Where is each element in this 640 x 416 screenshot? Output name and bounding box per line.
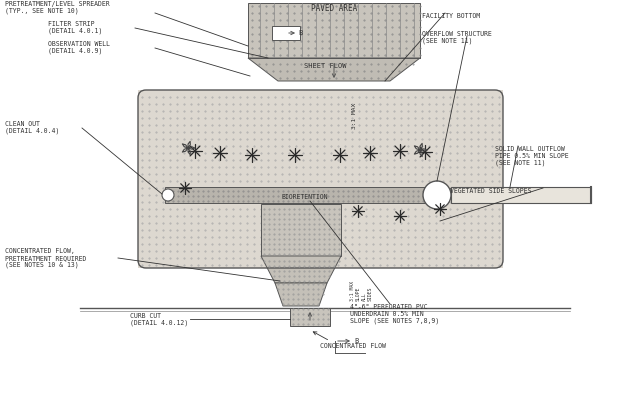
- Text: FILTER STRIP
(DETAIL 4.0.1): FILTER STRIP (DETAIL 4.0.1): [48, 21, 102, 35]
- Text: CLEAN OUT
(DETAIL 4.0.4): CLEAN OUT (DETAIL 4.0.4): [5, 121, 60, 134]
- Text: B: B: [298, 30, 302, 36]
- Bar: [290, 308, 330, 326]
- Text: 3:1 MAX
SLOPE
ALL
SIDES: 3:1 MAX SLOPE ALL SIDES: [350, 281, 372, 301]
- Bar: [138, 90, 503, 268]
- Text: CURB CUT
(DETAIL 4.0.12): CURB CUT (DETAIL 4.0.12): [130, 313, 188, 327]
- Bar: [165, 187, 440, 203]
- Text: PRETREATMENT/LEVEL SPREADER
(TYP., SEE NOTE 10): PRETREATMENT/LEVEL SPREADER (TYP., SEE N…: [5, 1, 109, 15]
- Polygon shape: [275, 283, 327, 306]
- Bar: [272, 26, 300, 40]
- Text: OVERFLOW STRUCTURE
(SEE NOTE 11): OVERFLOW STRUCTURE (SEE NOTE 11): [422, 31, 492, 45]
- Text: SOLID WALL OUTFLOW
PIPE 0.5% MIN SLOPE
(SEE NOTE 11): SOLID WALL OUTFLOW PIPE 0.5% MIN SLOPE (…: [495, 146, 568, 166]
- Text: B: B: [354, 338, 358, 344]
- Text: BIORETENTION: BIORETENTION: [282, 194, 328, 200]
- Text: VEGETATED SIDE SLOPES: VEGETATED SIDE SLOPES: [450, 188, 531, 194]
- Text: PAVED AREA: PAVED AREA: [311, 4, 357, 13]
- Bar: [451, 187, 591, 203]
- Bar: [248, 3, 420, 58]
- Text: CONCENTRATED FLOW,
PRETREATMENT REQUIRED
(SEE NOTES 10 & 13): CONCENTRATED FLOW, PRETREATMENT REQUIRED…: [5, 248, 86, 268]
- Text: SHEET FLOW: SHEET FLOW: [304, 63, 346, 69]
- Circle shape: [423, 181, 451, 209]
- Circle shape: [162, 189, 174, 201]
- Text: 3:1 MAX: 3:1 MAX: [353, 103, 358, 129]
- Text: FACILITY BOTTOM: FACILITY BOTTOM: [422, 13, 480, 19]
- Text: OBSERVATION WELL
(DETAIL 4.0.9): OBSERVATION WELL (DETAIL 4.0.9): [48, 41, 110, 54]
- Text: 4"-6" PERFORATED PVC
UNDERDRAIN 0.5% MIN
SLOPE (SEE NOTES 7,8,9): 4"-6" PERFORATED PVC UNDERDRAIN 0.5% MIN…: [350, 304, 439, 324]
- Polygon shape: [261, 256, 341, 283]
- Bar: [261, 204, 341, 256]
- Text: CONCENTRATED FLOW: CONCENTRATED FLOW: [320, 343, 386, 349]
- Polygon shape: [248, 58, 420, 81]
